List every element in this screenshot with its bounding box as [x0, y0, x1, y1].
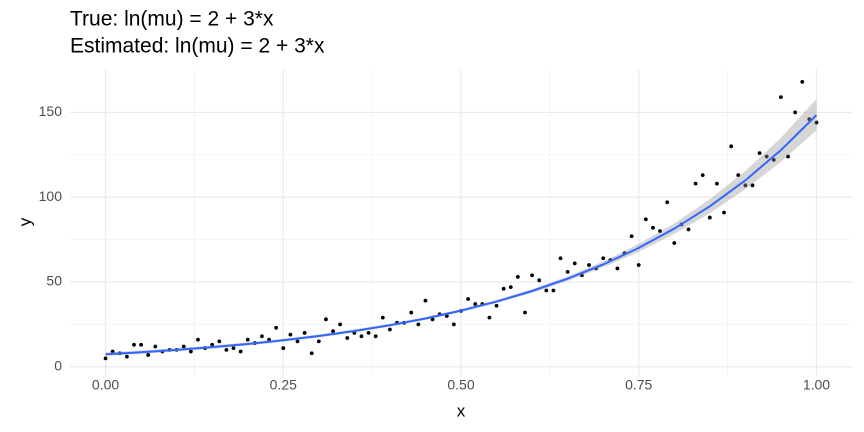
data-point [587, 263, 591, 267]
y-tick-label: 50 [46, 273, 62, 289]
data-point [487, 315, 492, 320]
data-point [722, 210, 726, 215]
data-point [686, 227, 691, 232]
data-point [295, 339, 300, 344]
fit-line [105, 114, 818, 356]
data-point [181, 344, 186, 349]
data-point [132, 342, 136, 347]
data-point [210, 342, 215, 347]
data-point [544, 288, 549, 293]
data-point [309, 351, 314, 356]
data-point [779, 95, 783, 100]
data-point [409, 310, 414, 315]
data-point [693, 181, 698, 186]
data-point [281, 346, 286, 351]
data-point [515, 275, 520, 279]
data-point [814, 120, 819, 125]
data-point [793, 110, 798, 115]
data-point [238, 349, 243, 354]
data-point [665, 200, 670, 205]
data-point [146, 353, 151, 357]
data-point [274, 325, 279, 330]
data-point [260, 334, 264, 339]
data-point [110, 349, 115, 354]
data-point [565, 269, 570, 274]
data-point [224, 347, 229, 352]
data-point [338, 322, 343, 327]
data-point [700, 173, 705, 178]
data-point [124, 354, 129, 359]
y-axis-title: y [15, 217, 34, 226]
data-point [672, 241, 677, 245]
data-point [366, 331, 371, 335]
x-tick-label: 0.00 [92, 377, 119, 393]
data-point [729, 144, 734, 149]
data-point [530, 273, 534, 278]
data-point [267, 337, 271, 342]
data-point [551, 288, 556, 293]
data-point [494, 303, 499, 308]
data-point [764, 154, 769, 159]
data-point [629, 234, 634, 239]
data-point [658, 229, 662, 234]
data-point [601, 256, 606, 261]
data-point [345, 336, 350, 340]
data-point [373, 334, 378, 339]
data-point [388, 327, 392, 332]
x-tick-label: 0.50 [447, 377, 474, 393]
data-point [750, 183, 755, 188]
data-point [324, 317, 328, 322]
data-point [380, 315, 385, 320]
data-point [743, 183, 748, 188]
data-point [217, 339, 222, 344]
data-point [643, 217, 648, 222]
chart-title: True: ln(mu) = 2 + 3*x [70, 8, 274, 31]
data-point [558, 256, 563, 261]
y-tick-label: 150 [39, 103, 63, 119]
data-point [302, 331, 307, 335]
data-point [196, 337, 200, 342]
data-point [501, 286, 506, 291]
data-point [800, 79, 805, 84]
data-point [715, 181, 719, 186]
data-point [771, 157, 776, 162]
data-point [651, 225, 655, 230]
x-axis-title: x [457, 401, 466, 420]
data-point [153, 344, 158, 349]
data-point [423, 298, 428, 303]
data-point [188, 349, 193, 354]
y-tick-label: 0 [54, 358, 62, 374]
data-point [473, 302, 478, 306]
data-point [316, 339, 321, 344]
data-point [359, 334, 364, 339]
data-point [537, 278, 542, 283]
data-point [331, 329, 335, 334]
data-point [615, 266, 620, 271]
data-point [786, 154, 790, 159]
data-point [245, 337, 250, 342]
data-point [572, 261, 577, 266]
data-point [430, 317, 435, 322]
data-point [288, 332, 293, 337]
x-tick-label: 0.25 [270, 377, 297, 393]
data-point [736, 173, 741, 178]
data-point [103, 356, 108, 361]
data-point [707, 215, 712, 220]
data-point [523, 310, 527, 315]
data-point [139, 342, 143, 347]
data-point [466, 297, 471, 301]
data-point [231, 346, 236, 351]
confidence-band [105, 99, 817, 356]
data-point [416, 322, 421, 327]
x-tick-label: 0.75 [625, 377, 652, 393]
x-tick-label: 1.00 [803, 377, 830, 393]
data-point [508, 285, 513, 290]
y-tick-label: 100 [39, 188, 63, 204]
data-point [636, 263, 641, 267]
chart-subtitle: Estimated: ln(mu) = 2 + 3*x [70, 35, 325, 58]
data-point [451, 322, 456, 327]
data-point [757, 151, 762, 156]
